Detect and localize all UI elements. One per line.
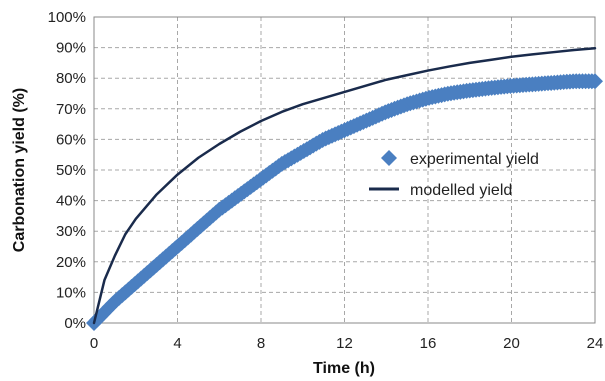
x-tick-label: 24 (587, 335, 604, 352)
x-axis-title: Time (h) (313, 360, 375, 377)
x-tick-label: 20 (503, 335, 520, 352)
experimental-point (587, 73, 603, 90)
y-tick-label: 20% (56, 254, 86, 271)
experimental-series (86, 73, 603, 331)
x-tick-label: 16 (420, 335, 437, 352)
x-tick-label: 4 (173, 335, 181, 352)
y-tick-label: 100% (48, 9, 86, 26)
y-tick-label: 70% (56, 101, 86, 118)
plot-area-border (93, 16, 596, 324)
legend-label-modelled: modelled yield (410, 182, 512, 199)
x-tick-label: 0 (90, 335, 98, 352)
modelled-series-line (92, 46, 597, 325)
x-tick-label: 8 (257, 335, 265, 352)
x-tick-label: 12 (336, 335, 353, 352)
grid-layer (94, 17, 595, 323)
y-tick-label: 90% (56, 40, 86, 57)
y-tick-label: 10% (56, 284, 86, 301)
legend-marker-experimental (381, 150, 397, 166)
y-tick-label: 40% (56, 193, 86, 210)
y-tick-label: 80% (56, 70, 86, 87)
tick-layer: 0% 10% 20% 30% 40% 50% 60% 70% 80% 90% 100% 0 4 8 12 16… (48, 9, 604, 352)
series-layer (86, 46, 603, 331)
y-tick-label: 30% (56, 223, 86, 240)
y-axis-title: Carbonation yield (%) (11, 88, 28, 252)
y-tick-label: 60% (56, 131, 86, 148)
legend-label-experimental: experimental yield (410, 151, 539, 168)
y-tick-label: 50% (56, 162, 86, 179)
legend: experimental yield modelled yield (369, 150, 539, 199)
y-tick-label: 0% (64, 315, 86, 332)
